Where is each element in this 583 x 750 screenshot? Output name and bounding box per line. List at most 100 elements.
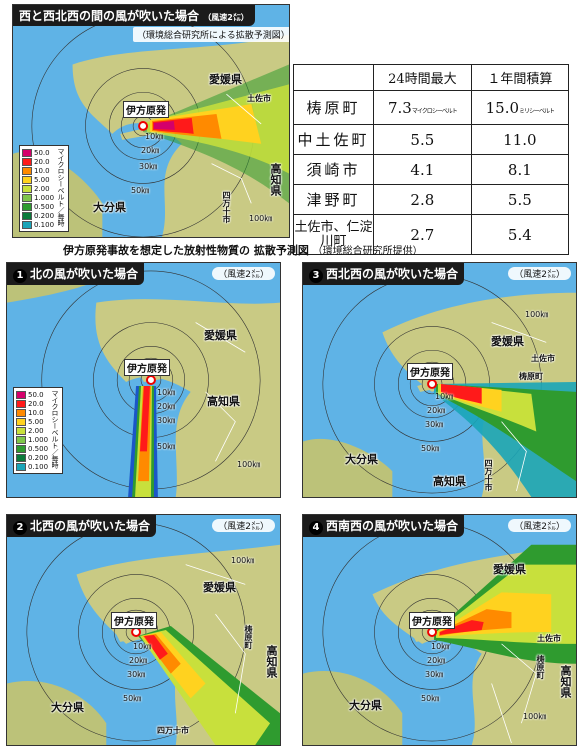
wnw-km10: 10㎞	[435, 392, 454, 401]
legend-value: 1.000	[34, 193, 55, 202]
panel-nw: 2 北西の風が吹いた場合 （風速2㍍） 伊方原発 愛媛県 梼原町 高知県 大分県 …	[6, 514, 281, 746]
legend-item: 0.100	[22, 220, 54, 229]
north-km10: 10㎞	[157, 388, 176, 397]
legend-value: 0.100	[34, 220, 55, 229]
panel-nw-title: 2 北西の風が吹いた場合	[7, 515, 157, 537]
legend-unit: マイクロシーベルト／毎時	[57, 148, 66, 226]
legend-value: 0.500	[34, 202, 55, 211]
table-cell-name: 中土佐町	[293, 124, 374, 155]
north-legend: 50.0 20.0 10.0 5.00 2.00 1.000 0.500 0.200 0.100…	[13, 387, 64, 474]
wsw-km30: 30㎞	[425, 670, 444, 679]
wnw-shimanto-label: 四万十市	[484, 459, 493, 491]
legend-unit: マイクロシーベルト／毎時	[51, 390, 60, 468]
legend-item: 5.00	[16, 417, 48, 426]
wsw-km10: 10㎞	[431, 642, 450, 651]
nw-km50: 50㎞	[123, 694, 142, 703]
table-row: 中土佐町 5.5 11.0	[293, 124, 570, 155]
legend-swatch	[22, 157, 32, 166]
legend-item: 0.200	[22, 211, 54, 220]
main-oita-label: 大分県	[93, 201, 126, 214]
nw-ehime-label: 愛媛県	[203, 581, 236, 594]
table-row: 須崎市 4.1 8.1	[293, 154, 570, 185]
legend-swatch	[22, 175, 32, 184]
main-km20: 20㎞	[141, 146, 160, 155]
panel-number: 3	[309, 269, 323, 283]
legend-value: 20.0	[34, 157, 50, 166]
table-cell-name: 梼原町	[293, 90, 374, 125]
table-cell-max24: 5.5	[373, 124, 472, 155]
nw-km20: 20㎞	[129, 656, 148, 665]
legend-value: 50.0	[34, 148, 50, 157]
legend-item: 1.000	[16, 435, 48, 444]
legend-item: 50.0	[22, 148, 54, 157]
legend-item: 0.200	[16, 453, 48, 462]
legend-item: 0.500	[22, 202, 54, 211]
panel-wnw-speed: （風速2㍍）	[508, 267, 571, 280]
legend-value: 2.00	[28, 426, 44, 435]
table-header-row: 24時間最大 １年間積算	[293, 64, 570, 91]
table-header-year: １年間積算	[470, 64, 570, 91]
main-legend: 50.0 20.0 10.0 5.00 2.00 1.000 0.500 0.200 0.100…	[19, 145, 70, 232]
legend-value: 50.0	[28, 390, 44, 399]
panel-wnw-title: 3 西北西の風が吹いた場合	[303, 263, 465, 285]
legend-item: 1.000	[22, 193, 54, 202]
main-km10: 10㎞	[145, 132, 164, 141]
table-unit-micro: マイクロシーベルト	[411, 107, 458, 115]
wsw-oita-label: 大分県	[349, 699, 382, 712]
wnw-km50: 50㎞	[421, 444, 440, 453]
nw-kochi-label: 高知県	[265, 645, 278, 678]
panel-nw-speed: （風速2㍍）	[212, 519, 275, 532]
panel-number: 1	[13, 269, 27, 283]
legend-value: 20.0	[28, 399, 44, 408]
panel-wnw-base	[303, 274, 576, 497]
wnw-km100: 100㎞	[525, 310, 549, 319]
nw-km100: 100㎞	[231, 556, 255, 565]
north-km30: 30㎞	[157, 416, 176, 425]
figure-caption: 伊方原発事故を想定した放射性物質の 拡散予測図 （環境総合研究所提供）	[63, 244, 423, 257]
legend-swatch	[22, 193, 32, 202]
nw-shimanto-label: 四万十市	[157, 726, 189, 735]
table-header-empty	[293, 64, 374, 91]
table-row: 土佐市、仁淀川町 2.7 5.4	[293, 214, 570, 255]
table-header-max24: 24時間最大	[373, 64, 472, 91]
main-tosa-label: 土佐市	[247, 94, 271, 103]
main-km30: 30㎞	[139, 162, 158, 171]
legend-swatch	[16, 390, 26, 399]
legend-swatch	[16, 417, 26, 426]
panel-wsw: 4 西南西の風が吹いた場合 （風速2㍍） 伊方原発 愛媛県 土佐市 梼原町 高知県…	[302, 514, 577, 746]
main-km100: 100㎞	[249, 214, 273, 223]
legend-swatch	[22, 166, 32, 175]
table-cell-name: 津野町	[293, 184, 374, 215]
panel-wnw: 3 西北西の風が吹いた場合 （風速2㍍） 伊方原発 愛媛県 土佐市 梼原町 大分県…	[302, 262, 577, 498]
panel-number: 4	[309, 521, 323, 535]
panel-north-title: 1 北の風が吹いた場合	[7, 263, 145, 285]
main-map: 西と西北西の間の風が吹いた場合 （風速2㍍） （環境総合研究所による拡散予測図）…	[12, 4, 290, 238]
table-unit-milli: ミリシーベルト	[519, 107, 555, 115]
wnw-kochi-label: 高知県	[433, 475, 466, 488]
panel-number: 2	[13, 521, 27, 535]
legend-value: 5.00	[34, 175, 50, 184]
nw-km10: 10㎞	[133, 642, 152, 651]
north-ehime-label: 愛媛県	[204, 329, 237, 342]
legend-value: 0.200	[28, 453, 49, 462]
panel-north: 1 北の風が吹いた場合 （風速2㍍） 伊方原発 愛媛県 高知県 10㎞ 20㎞ 3…	[6, 262, 281, 498]
table-cell-max24: 2.7	[373, 214, 472, 255]
table-cell-year: 8.1	[470, 154, 570, 185]
panel-nw-base	[7, 522, 280, 745]
wsw-km100: 100㎞	[523, 712, 547, 721]
table-cell-max24: 2.8	[373, 184, 472, 215]
panel-wsw-title: 4 西南西の風が吹いた場合	[303, 515, 465, 537]
legend-item: 2.00	[22, 184, 54, 193]
wnw-tosa-label: 土佐市	[531, 354, 555, 363]
legend-value: 2.00	[34, 184, 50, 193]
table-cell-year: 15.0ミリシーベルト	[470, 90, 570, 125]
legend-item: 0.500	[16, 444, 48, 453]
table-cell-year: 5.4	[470, 214, 570, 255]
nw-km30: 30㎞	[127, 670, 146, 679]
legend-swatch	[16, 399, 26, 408]
wsw-plant-label: 伊方原発	[409, 612, 455, 629]
nw-plant-label: 伊方原発	[111, 612, 157, 629]
main-ehime-label: 愛媛県	[209, 73, 242, 86]
legend-value: 0.200	[34, 211, 55, 220]
north-km20: 20㎞	[157, 402, 176, 411]
